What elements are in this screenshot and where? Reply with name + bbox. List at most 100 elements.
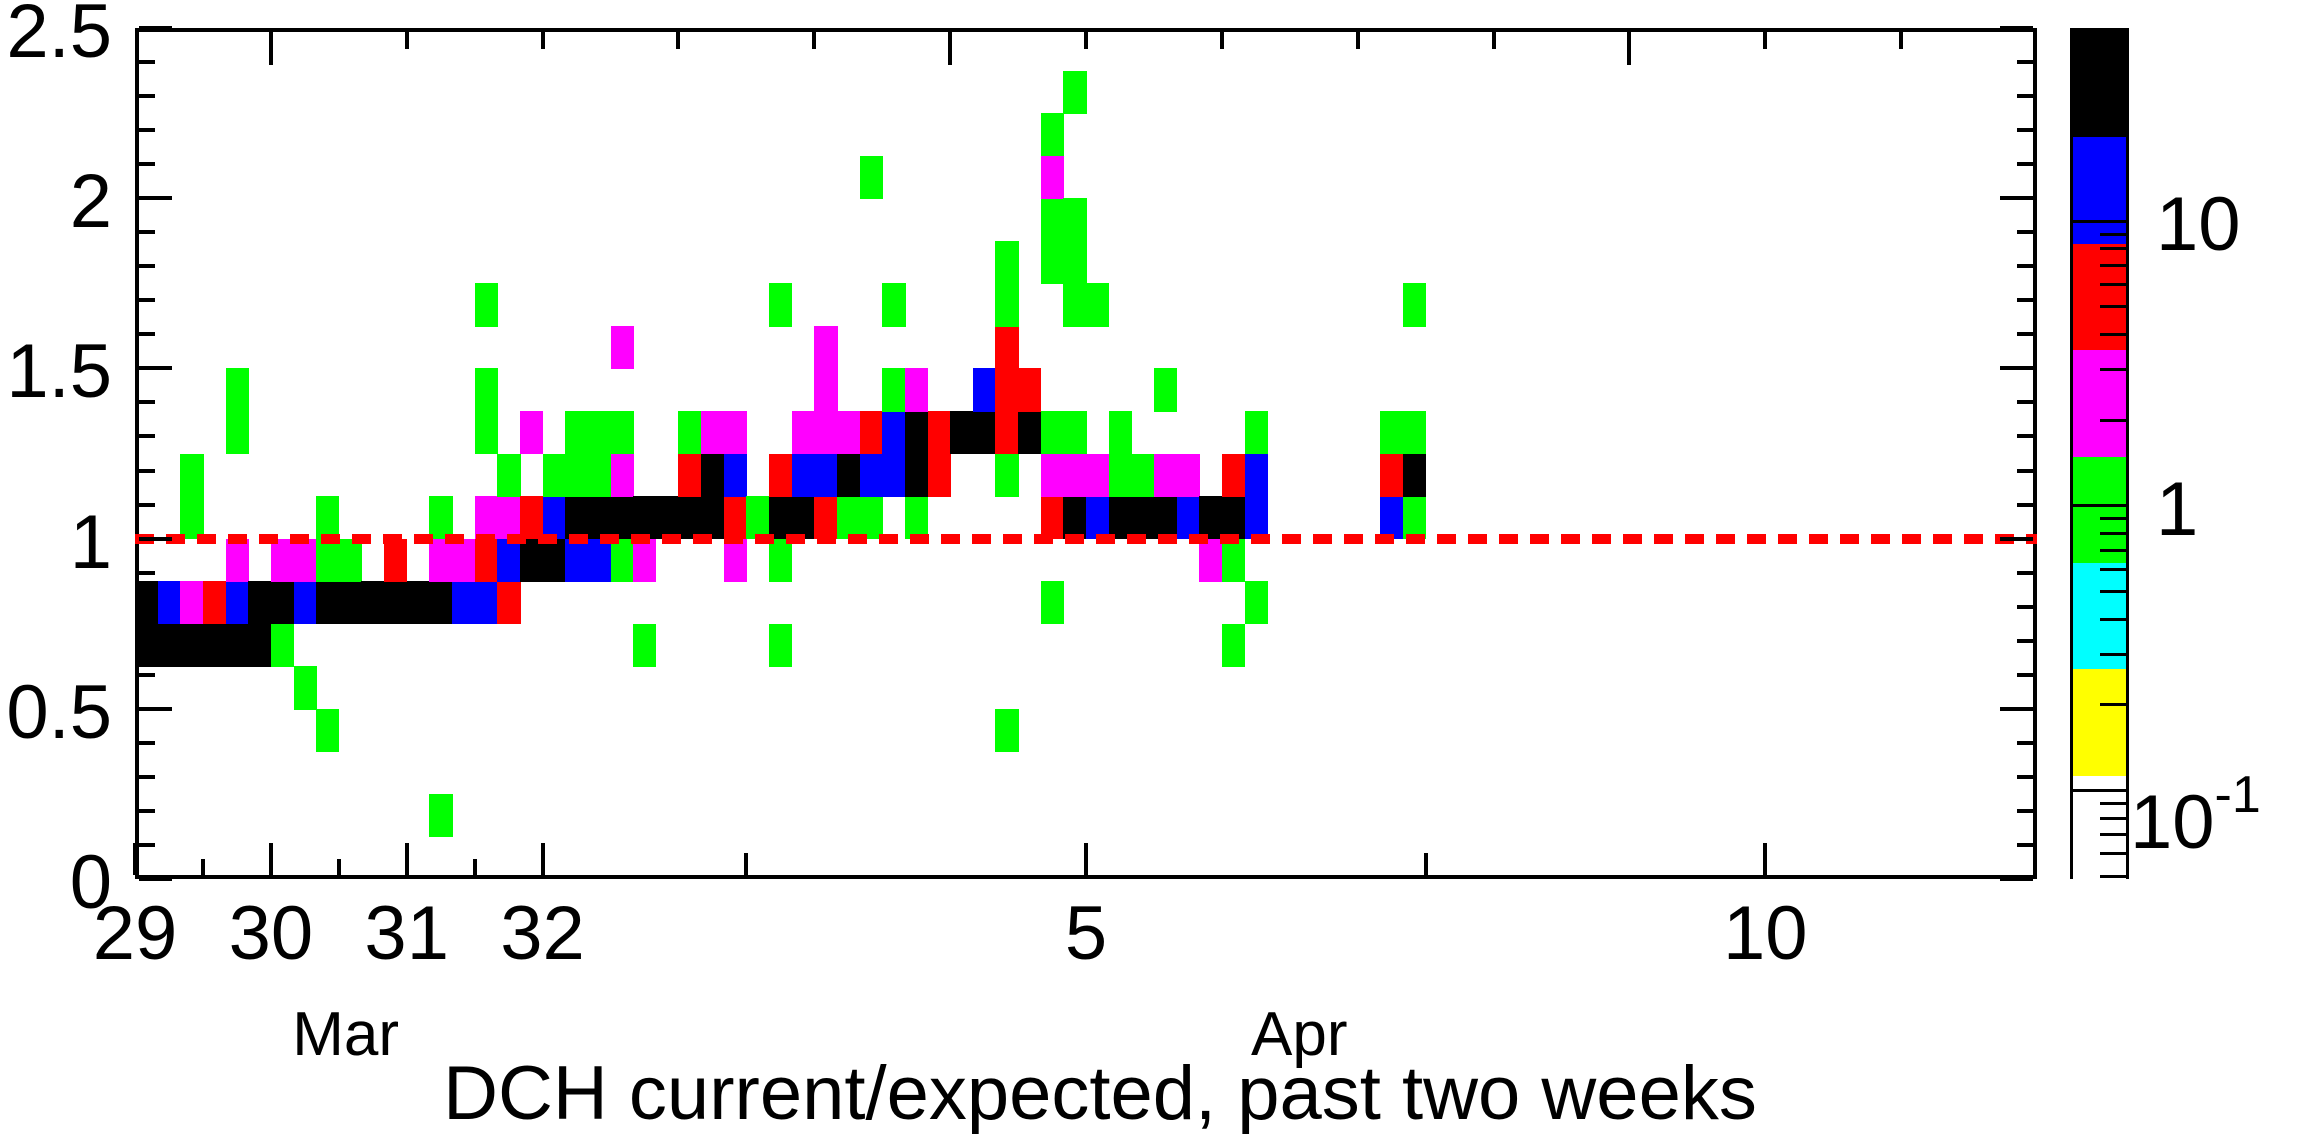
y-axis-tick-label: 0.5 [6,669,112,755]
y-axis-tick [139,26,172,30]
heatmap-cell [995,283,1019,327]
y-axis-tick-right [2017,162,2033,167]
y-axis-tick [139,332,155,337]
x-axis-tick-top [540,32,545,49]
x-axis-tick-top [268,32,273,65]
heatmap-cell [316,708,340,753]
heatmap-cell [225,410,249,455]
y-axis-tick-right [2017,570,2033,575]
heatmap-cell [180,496,204,540]
colorbar-tick-label: 10 [2156,187,2241,263]
heatmap-cell [1221,623,1246,667]
heatmap-cell [1403,283,1427,327]
x-axis-tick [1763,843,1768,875]
heatmap-cell [519,496,544,540]
heatmap-cell [361,581,385,625]
heatmap-cell [338,581,363,625]
colorbar-minor-tick [2100,332,2126,336]
x-axis-tick [200,859,205,875]
heatmap-cell [610,325,634,370]
heatmap-cell [293,581,317,625]
colorbar-segment [2073,456,2126,564]
colorbar-segment [2073,775,2126,883]
y-axis-tick-right [2017,434,2033,439]
y-axis-tick-right [2017,94,2033,99]
heatmap-cell [1380,496,1404,540]
heatmap-cell [995,368,1019,412]
heatmap-cell [1086,496,1110,540]
heatmap-cell [1153,496,1178,540]
heatmap-cell [542,496,566,540]
heatmap-cell [814,496,838,540]
heatmap-cell [950,410,974,455]
y-axis-tick-right [2017,774,2033,779]
x-axis-tick [404,843,409,875]
heatmap-cell [769,283,793,327]
heatmap-cell [474,496,498,540]
heatmap-cell [701,410,725,455]
heatmap-cell [791,496,815,540]
heatmap-cell [633,538,657,582]
y-axis-tick-right [2017,230,2033,235]
y-axis-tick [139,94,155,99]
heatmap-cell [1153,453,1178,497]
heatmap-cell [474,283,498,327]
colorbar-minor-tick [2100,653,2126,657]
heatmap-cell [814,325,838,370]
y-axis-tick-right [2017,60,2033,65]
heatmap-cell [135,623,159,667]
heatmap-cell [452,538,476,582]
y-axis-tick-right [2017,638,2033,643]
heatmap-cell [1244,453,1268,497]
x-axis-tick [1423,853,1428,875]
heatmap-cell [1040,496,1065,540]
y-axis-tick [139,502,155,507]
y-axis-tick [139,740,155,745]
heatmap-cell [429,538,453,582]
heatmap-cell [1040,453,1065,497]
heatmap-cell [429,496,453,540]
heatmap-cell [723,496,748,540]
heatmap-cell [995,325,1019,370]
heatmap-cell [135,581,159,625]
heatmap-cell [497,581,521,625]
colorbar-minor-tick [2100,833,2126,837]
heatmap-cell [927,410,951,455]
y-axis-tick [139,842,155,847]
x-axis-tick [133,843,137,875]
y-axis-tick-right [2000,536,2033,541]
heatmap-cell [1063,240,1087,284]
heatmap-cell [882,453,906,497]
heatmap-cell [338,538,363,582]
colorbar-minor-tick [2100,517,2126,521]
heatmap-cell [1040,410,1065,455]
y-axis-tick-right [2017,604,2033,609]
heatmap-cell [882,368,906,412]
y-axis-tick [139,162,155,167]
colorbar [2070,28,2129,883]
y-axis-tick-right [2017,808,2033,813]
y-axis-tick-right [2000,366,2033,371]
y-axis-tick [139,808,155,813]
heatmap-cell [1221,538,1246,582]
heatmap-cell [1063,410,1087,455]
y-axis-tick [139,434,155,439]
x-axis-tick-top [1763,32,1768,49]
heatmap-cell [452,581,476,625]
heatmap-cell [610,410,634,455]
y-axis-tick [139,774,155,779]
y-axis-tick [139,366,172,371]
y-axis-tick [139,672,155,677]
reference-line [135,533,2037,544]
colorbar-minor-tick [2100,531,2126,535]
colorbar-minor-tick [2100,263,2126,267]
x-axis-tick-top [1899,32,1904,49]
colorbar-minor-tick [2100,617,2126,621]
heatmap-cell [519,538,544,582]
heatmap-cell [565,538,589,582]
heatmap-cell [384,581,408,625]
heatmap-cell [565,410,589,455]
heatmap-cell [769,538,793,582]
heatmap-cell [565,453,589,497]
